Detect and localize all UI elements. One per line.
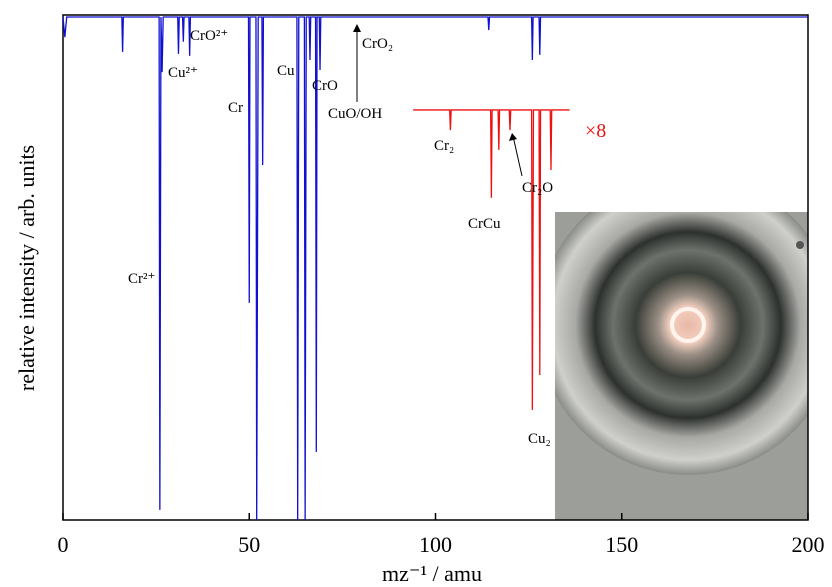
peak-label: Cr²⁺ bbox=[128, 271, 155, 287]
spectrum-line bbox=[413, 109, 570, 410]
peak-label: Cu bbox=[277, 63, 295, 79]
x-tick-label: 200 bbox=[792, 532, 825, 557]
peak-label: Cr bbox=[228, 100, 243, 116]
peak-label: Cr₂O bbox=[522, 180, 553, 196]
arrow-head bbox=[509, 133, 517, 141]
peak-label: Cu²⁺ bbox=[168, 65, 198, 81]
peak-label: CuO/OH bbox=[328, 106, 382, 122]
x-tick-label: 150 bbox=[605, 532, 638, 557]
peak-label: CrCu bbox=[468, 216, 501, 232]
x-tick-label: 0 bbox=[58, 532, 69, 557]
peak-label: CrO bbox=[312, 78, 338, 94]
peak-label: CrO₂ bbox=[362, 36, 393, 52]
arrow-head bbox=[353, 24, 361, 32]
y-axis-label: relative intensity / arb. units bbox=[14, 145, 39, 391]
arrow bbox=[512, 135, 523, 177]
spectrum-line bbox=[62, 16, 808, 521]
x-tick-label: 100 bbox=[419, 532, 452, 557]
peak-label: Cu₂ bbox=[528, 431, 551, 447]
x-tick-label: 50 bbox=[238, 532, 260, 557]
peak-label: CrO²⁺ bbox=[190, 28, 228, 44]
peak-label: ×8 bbox=[585, 120, 606, 142]
x-axis-label: mz⁻¹ / amu bbox=[382, 561, 482, 586]
peak-label: Cr₂ bbox=[434, 138, 454, 154]
photo-inset bbox=[555, 212, 808, 520]
